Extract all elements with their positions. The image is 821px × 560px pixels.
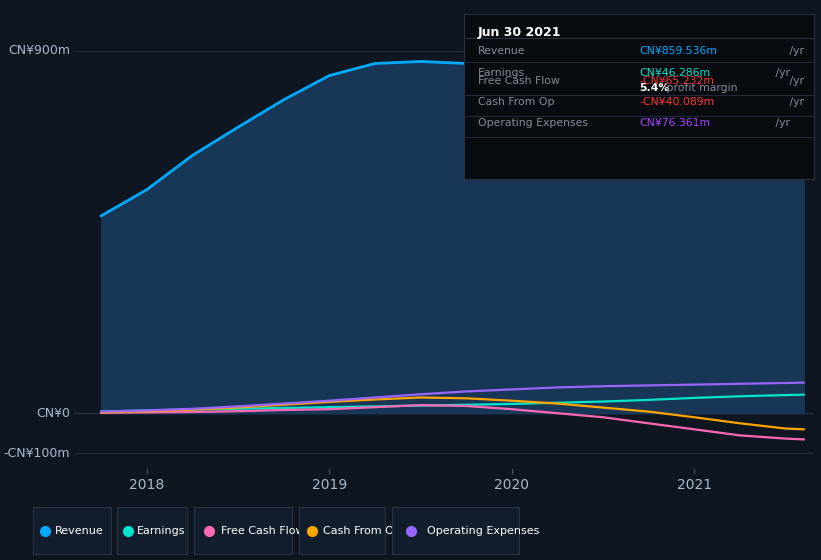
Text: Operating Expenses: Operating Expenses <box>478 118 588 128</box>
Text: CN¥900m: CN¥900m <box>8 44 70 57</box>
Text: 5.4%: 5.4% <box>639 83 669 94</box>
Text: -CN¥65.232m: -CN¥65.232m <box>639 76 714 86</box>
Text: Revenue: Revenue <box>478 46 525 56</box>
Text: -CN¥100m: -CN¥100m <box>4 447 70 460</box>
Text: /yr: /yr <box>786 96 804 106</box>
Text: Cash From Op: Cash From Op <box>478 96 554 106</box>
Text: Revenue: Revenue <box>55 526 103 535</box>
Text: /yr: /yr <box>786 46 804 56</box>
Text: /yr: /yr <box>773 118 791 128</box>
Text: Earnings: Earnings <box>478 68 525 78</box>
Text: profit margin: profit margin <box>663 83 737 94</box>
Text: CN¥46.286m: CN¥46.286m <box>639 68 710 78</box>
Text: Operating Expenses: Operating Expenses <box>427 526 539 535</box>
Text: -CN¥40.089m: -CN¥40.089m <box>639 96 714 106</box>
Text: /yr: /yr <box>773 68 791 78</box>
Text: Free Cash Flow: Free Cash Flow <box>478 76 560 86</box>
Text: Cash From Op: Cash From Op <box>323 526 401 535</box>
Text: Earnings: Earnings <box>137 526 186 535</box>
Text: CN¥859.536m: CN¥859.536m <box>639 46 718 56</box>
Text: Jun 30 2021: Jun 30 2021 <box>478 26 562 39</box>
Text: /yr: /yr <box>786 76 804 86</box>
Text: CN¥0: CN¥0 <box>36 407 70 419</box>
Text: Free Cash Flow: Free Cash Flow <box>222 526 305 535</box>
Text: CN¥76.361m: CN¥76.361m <box>639 118 710 128</box>
